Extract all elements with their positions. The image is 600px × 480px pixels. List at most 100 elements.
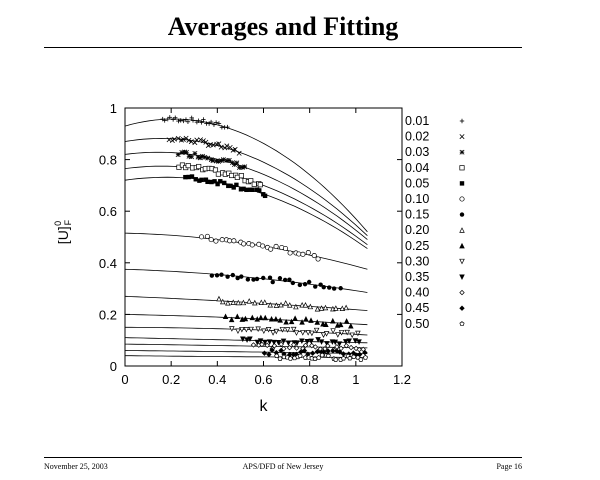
data-point (325, 353, 331, 358)
data-point (251, 181, 257, 187)
x-axis-label: k (260, 398, 269, 415)
data-point (334, 344, 340, 350)
data-point (287, 277, 292, 282)
data-point (175, 135, 181, 141)
data-point (209, 273, 215, 278)
data-point (348, 344, 354, 351)
legend-marker (459, 242, 465, 249)
data-point (278, 301, 284, 308)
data-point (267, 275, 273, 280)
data-point (322, 304, 329, 311)
data-point (248, 326, 254, 333)
data-point (254, 316, 261, 322)
data-point (239, 326, 245, 333)
data-point (234, 313, 241, 320)
data-point (323, 321, 329, 328)
data-point (189, 115, 194, 121)
data-point (268, 315, 275, 322)
legend-label: 0.02 (405, 130, 429, 144)
data-point (356, 346, 362, 353)
data-point (190, 118, 196, 123)
data-point (231, 185, 236, 190)
data-point (199, 120, 204, 125)
data-point (308, 338, 314, 345)
data-point (299, 338, 305, 345)
data-point (257, 188, 262, 193)
data-point (186, 174, 191, 180)
x-tick-label: 0.8 (301, 372, 319, 387)
data-point (269, 347, 275, 353)
data-point (339, 305, 346, 311)
data-point (282, 245, 289, 252)
data-point (185, 119, 191, 124)
data-point (299, 301, 305, 308)
data-point (185, 163, 191, 169)
data-point (264, 342, 270, 349)
data-point (248, 187, 253, 192)
data-point (205, 179, 210, 185)
data-point (343, 304, 349, 311)
data-point (297, 282, 303, 288)
data-point (247, 336, 253, 343)
data-point (260, 243, 266, 249)
fit-line (124, 350, 368, 354)
data-point (348, 322, 354, 329)
data-point (270, 330, 276, 336)
data-point (278, 341, 284, 347)
legend-marker (459, 321, 465, 326)
data-point (203, 139, 209, 145)
y-tick-label: 0 (110, 359, 117, 374)
data-point (278, 347, 284, 354)
legend-marker (459, 274, 465, 280)
data-point (360, 346, 366, 353)
data-point (261, 350, 268, 356)
legend-marker (459, 118, 465, 124)
y-tick-label: 0.4 (99, 256, 117, 271)
fit-line (124, 295, 368, 311)
data-point (343, 318, 350, 324)
data-point (226, 183, 231, 189)
fit-line (124, 268, 368, 293)
data-point (286, 344, 293, 351)
chart-axes: 0 0.2 0.4 0.6 0.8 1 1.2 0 0.2 0.4 0.6 0.8 1 k [U]F0 (53, 101, 411, 415)
data-point (232, 146, 238, 152)
data-point (262, 193, 268, 199)
data-point (186, 137, 192, 143)
data-point (234, 174, 240, 180)
data-point (302, 342, 309, 349)
x-tick-label: 1.2 (393, 372, 411, 387)
legend-label: 0.30 (405, 254, 429, 268)
data-point (257, 182, 263, 188)
data-point (250, 342, 257, 348)
data-point (178, 118, 183, 123)
data-point (313, 284, 318, 289)
data-point (305, 250, 311, 256)
data-point (219, 237, 225, 243)
data-point (255, 326, 261, 333)
data-point (318, 305, 325, 311)
data-point (220, 157, 226, 163)
data-point (331, 286, 337, 291)
y-axis-label: [U]F0 (53, 219, 73, 244)
legend-marker (459, 149, 465, 155)
chart-legend: 0.01 0.020.03 0.040.05 0.10 0.150.20 0.250.30… (405, 114, 465, 331)
data-point (325, 343, 331, 349)
data-point (349, 332, 355, 339)
legend-label: 0.03 (405, 145, 429, 159)
legend-label: 0.35 (405, 270, 429, 284)
data-point (175, 152, 181, 158)
data-point (235, 275, 240, 281)
data-point (216, 295, 222, 302)
data-point (243, 327, 250, 333)
data-point (213, 238, 219, 244)
data-point (183, 149, 189, 155)
data-point (201, 117, 206, 122)
data-point (240, 299, 247, 306)
data-point (306, 279, 312, 285)
data-point (337, 321, 344, 328)
data-point (321, 285, 326, 290)
data-point (212, 167, 219, 173)
data-point (330, 348, 336, 354)
data-point (189, 174, 195, 179)
data-point (254, 187, 260, 192)
